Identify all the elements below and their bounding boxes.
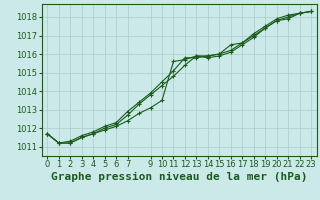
X-axis label: Graphe pression niveau de la mer (hPa): Graphe pression niveau de la mer (hPa)	[51, 172, 308, 182]
